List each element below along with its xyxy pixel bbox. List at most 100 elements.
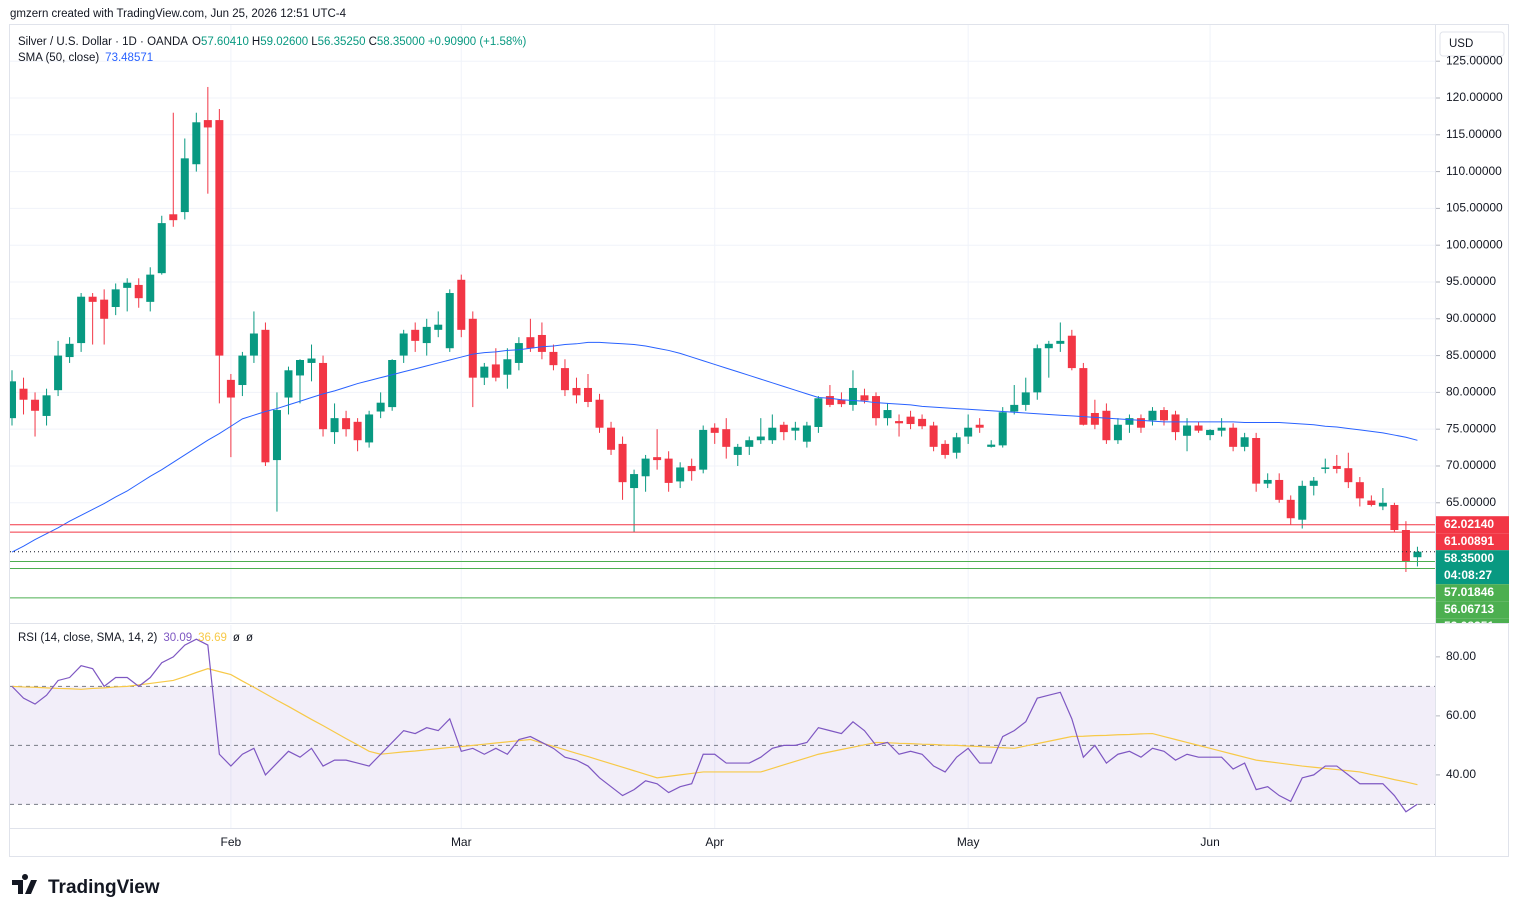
currency-label[interactable]: USD — [1449, 38, 1473, 50]
legend-value: 73.48571 — [105, 52, 153, 64]
currency-button[interactable] — [1439, 31, 1505, 57]
price-label: 58.35000 — [1444, 551, 1494, 565]
candle-body — [19, 388, 28, 400]
candle-body — [1217, 427, 1226, 431]
candle-body — [157, 223, 166, 274]
x-tick-label: May — [957, 835, 980, 849]
candle-body — [1102, 410, 1111, 441]
y-tick-label: 70.00000 — [1446, 458, 1496, 472]
candle-body — [941, 443, 950, 455]
x-tick-label: Feb — [221, 835, 242, 849]
candle-body — [1240, 437, 1249, 447]
candle-body — [537, 334, 546, 352]
candle-body — [514, 343, 523, 363]
candle-body — [307, 358, 316, 363]
candle-body — [146, 274, 155, 302]
candle-body — [1390, 504, 1399, 531]
attribution: gmzern created with TradingView.com, Jun… — [10, 8, 347, 20]
price-label: 62.02140 — [1444, 517, 1494, 531]
candle-body — [31, 399, 40, 411]
candle-body — [434, 324, 443, 330]
logo-text: TradingView — [48, 877, 160, 898]
candle-body — [1021, 392, 1030, 405]
candle-body — [10, 381, 16, 419]
candle-body — [1229, 427, 1238, 447]
candle-body — [1125, 418, 1134, 425]
candle-body — [330, 418, 339, 433]
candle-body — [399, 333, 408, 356]
candle-body — [618, 443, 627, 483]
candle-body — [1413, 551, 1422, 558]
rsi-line — [11, 638, 1418, 813]
ohlc-label: H — [252, 36, 260, 48]
candle-body — [1067, 335, 1076, 369]
candle-body — [1298, 485, 1307, 520]
candle-body — [756, 436, 765, 441]
symbol-title: Silver / U.S. Dollar · 1D · OANDA — [18, 36, 188, 48]
price-label-bg — [1436, 516, 1509, 534]
candle-body — [457, 279, 466, 330]
candle-body — [1171, 414, 1180, 433]
candle-body — [1332, 465, 1341, 469]
candle-body — [1194, 425, 1203, 431]
price-label-bg — [1436, 533, 1509, 551]
candle-body — [296, 360, 304, 376]
rsi-line — [11, 668, 1418, 786]
candle-body — [1113, 424, 1122, 441]
candle-body — [422, 326, 431, 344]
candle-body — [779, 424, 788, 433]
candle-body — [1183, 425, 1192, 436]
candle-body — [814, 398, 823, 427]
candle-body — [353, 421, 362, 441]
candle-body — [825, 396, 834, 405]
candle-body — [883, 410, 892, 419]
rsi-value: 30.09 — [163, 632, 192, 644]
candle-body — [918, 418, 927, 427]
rsi-extra: ø — [246, 632, 253, 644]
candle-body — [1136, 418, 1145, 428]
candle-body — [215, 120, 224, 356]
candle-body — [1252, 438, 1261, 484]
ohlc-value: 56.35250 — [318, 36, 366, 48]
legend-name: SMA (50, close) — [18, 52, 99, 64]
price-axis: 65.00000 70.00000 75.00000 80.00000 85.00000… — [1436, 53, 1509, 623]
candle-body — [1309, 480, 1318, 486]
y-tick-label: 85.00000 — [1446, 348, 1496, 362]
candle-body — [1321, 467, 1330, 469]
price-label-bg — [1436, 618, 1509, 623]
candle-body — [1275, 479, 1284, 500]
candle-body — [906, 416, 915, 425]
candle-body — [180, 158, 189, 213]
candle-body — [952, 437, 961, 453]
candle-body — [802, 425, 811, 442]
candle-body — [1160, 410, 1168, 421]
price-label-bg — [1436, 550, 1509, 585]
y-tick-label: 125.00000 — [1446, 53, 1503, 67]
candle-body — [376, 402, 385, 412]
candle-body — [1355, 482, 1364, 499]
candle-body — [1079, 368, 1088, 425]
y-tick-label: 100.00000 — [1446, 237, 1503, 251]
candle-body — [1344, 468, 1353, 483]
change: +0.90900 (+1.58%) — [428, 36, 527, 48]
ohlc-value: 57.60410 — [201, 36, 249, 48]
y-tick-label: 80.00 — [1446, 649, 1476, 663]
x-tick-label: Jun — [1200, 835, 1219, 849]
candle-body — [261, 329, 270, 463]
candle-body — [319, 362, 328, 430]
ohlc-label: C — [369, 36, 377, 48]
candle-body — [100, 299, 109, 319]
price-label-bg — [1436, 601, 1509, 619]
candle-body — [503, 359, 512, 375]
y-tick-label: 75.00000 — [1446, 421, 1496, 435]
candle-body — [1286, 499, 1295, 519]
candle-body — [964, 427, 973, 437]
candle-body — [848, 387, 857, 405]
rsi-value: 36.69 — [198, 632, 227, 644]
candle-body — [699, 429, 708, 470]
rsi-pane: 80.00 60.00 40.00 — [10, 625, 1476, 828]
candle-body — [975, 424, 984, 428]
candle-body — [284, 370, 293, 398]
ohlc-value: 58.35000 — [377, 36, 425, 48]
price-label: 61.00891 — [1444, 534, 1494, 548]
